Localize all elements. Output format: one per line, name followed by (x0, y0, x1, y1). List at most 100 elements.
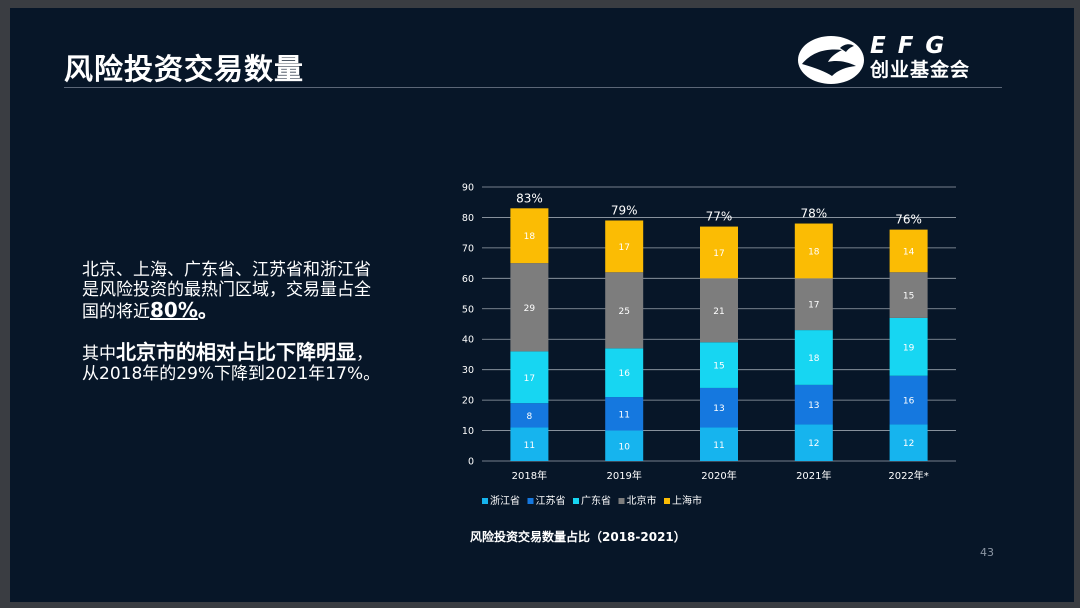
bar-segment (605, 397, 644, 431)
legend-label: 广东省 (581, 494, 611, 507)
x-tick-label: 2019年 (606, 469, 641, 482)
bar-value-label: 11 (713, 441, 724, 451)
bar-segment (510, 208, 549, 264)
bar-value-label: 19 (903, 343, 915, 353)
paragraph-2-text: ，从2018年的29%下降到2021年17%。 (82, 344, 381, 384)
y-tick-label: 60 (462, 274, 474, 285)
paragraph-2: 其中北京市的相对占比下降明显，从2018年的29%下降到2021年17%。 (82, 342, 382, 384)
bar-value-label: 15 (713, 362, 724, 372)
y-axis: 0 10 20 30 40 50 60 70 80 90 (462, 183, 474, 468)
bar-segment (605, 430, 644, 461)
bar-segment (510, 427, 549, 461)
bar-segment (700, 427, 738, 461)
bar-value-label: 15 (903, 292, 914, 302)
paragraph-1-end: 。 (197, 298, 218, 322)
bar-segment (889, 272, 928, 318)
x-tick-label: 2020年 (701, 469, 736, 482)
y-tick-label: 50 (462, 304, 474, 315)
bar-segment (889, 375, 928, 425)
y-tick-label: 0 (468, 457, 474, 468)
logo-text-en: EFG (870, 33, 957, 59)
bar-value-label: 16 (903, 397, 915, 407)
total-percent-label: 77% (706, 210, 733, 224)
bar-segment (700, 342, 738, 388)
paragraph-2-prefix: 其中 (82, 344, 116, 364)
highlight-beijing-decline: 北京市的相对占比下降明显 (116, 340, 356, 364)
body-text: 北京、上海、广东省、江苏省和浙江省是风险投资的最热门区域，交易量占全国的将近80… (82, 260, 382, 404)
bar-value-label: 18 (808, 354, 820, 364)
bar-segment (794, 330, 833, 385)
bar-value-label: 13 (713, 404, 724, 414)
y-tick-label: 40 (462, 335, 474, 346)
bar-segment (510, 351, 549, 404)
paragraph-1: 北京、上海、广东省、江苏省和浙江省是风险投资的最热门区域，交易量占全国的将近80… (82, 260, 382, 322)
bar-value-label: 17 (524, 374, 535, 384)
bar-segment (605, 220, 644, 273)
title-divider (64, 87, 1002, 88)
bar-value-label: 17 (713, 249, 724, 259)
legend-swatch (482, 498, 488, 504)
bar-value-label: 11 (524, 441, 535, 451)
bar-segment (889, 424, 928, 461)
efg-logo: EFG 创业基金会 (796, 34, 1006, 86)
bar-value-label: 13 (808, 401, 819, 411)
y-tick-label: 20 (462, 396, 474, 407)
bar-segment (605, 272, 644, 349)
chart-legend: 浙江省 江苏省 广东省 北京市 上海市 (482, 494, 702, 507)
legend-swatch (573, 498, 579, 504)
bar-segment (794, 384, 833, 425)
bar-value-label: 21 (713, 307, 724, 317)
bar-value-label: 29 (524, 304, 536, 314)
legend-label: 浙江省 (490, 494, 520, 507)
bar-segment (605, 348, 644, 398)
bar-segment (889, 317, 928, 376)
bar-segment (510, 263, 549, 352)
bar-segment (794, 424, 833, 461)
bar-segment (889, 229, 928, 273)
y-tick-label: 70 (462, 243, 474, 254)
y-tick-label: 10 (462, 426, 474, 437)
paragraph-1-text: 北京、上海、广东省、江苏省和浙江省是风险投资的最热门区域，交易量占全国的将近 (82, 260, 371, 322)
bar-total-labels: 83% 79% 77% 78% 76% (516, 191, 922, 226)
logo-text: EFG 创业基金会 (870, 34, 970, 82)
chart-title: 风险投资交易数量占比（2018-2021） (470, 530, 686, 544)
legend-label: 江苏省 (536, 494, 566, 507)
bar-value-label: 17 (808, 301, 819, 311)
bar-value-label: 25 (618, 307, 629, 317)
highlight-80-percent: 80% (150, 298, 198, 322)
chart-bars: 11 8 17 29 18 10 11 16 25 17 11 13 15 21 17 12 13 18 17 18 1… (510, 208, 928, 461)
x-tick-label: 2021年 (796, 469, 831, 482)
bar-value-label: 14 (903, 247, 915, 257)
x-tick-label: 2018年 (512, 469, 547, 482)
legend-label: 北京市 (627, 494, 657, 507)
bar-value-label: 10 (618, 442, 630, 452)
total-percent-label: 83% (516, 191, 543, 205)
logo-text-cn: 创业基金会 (870, 59, 971, 81)
eagle-logo-icon (798, 36, 864, 84)
page-number: 43 (980, 546, 994, 559)
total-percent-label: 79% (611, 203, 638, 217)
bar-value-label: 18 (524, 232, 536, 242)
bar-value-label: 8 (527, 412, 533, 422)
bar-value-label: 17 (618, 243, 629, 253)
y-tick-label: 30 (462, 365, 474, 376)
total-percent-label: 78% (800, 207, 827, 221)
slide-title: 风险投资交易数量 (64, 52, 305, 86)
bar-value-label: 18 (808, 247, 820, 257)
y-tick-label: 80 (462, 213, 474, 224)
bar-value-label: 12 (808, 439, 819, 449)
bar-segment (794, 278, 833, 331)
bar-segment (794, 223, 833, 279)
legend-label: 上海市 (672, 494, 702, 507)
bar-value-label: 11 (618, 410, 629, 420)
legend-swatch (664, 498, 670, 504)
x-axis: 2018年 2019年 2020年 2021年 2022年* (512, 469, 929, 482)
bar-segment (700, 278, 738, 343)
x-tick-label: 2022年* (888, 469, 928, 482)
y-tick-label: 90 (462, 183, 474, 194)
legend-swatch (618, 498, 625, 504)
bar-segment (700, 226, 738, 279)
legend-swatch (527, 498, 534, 504)
bar-segment (510, 403, 549, 428)
